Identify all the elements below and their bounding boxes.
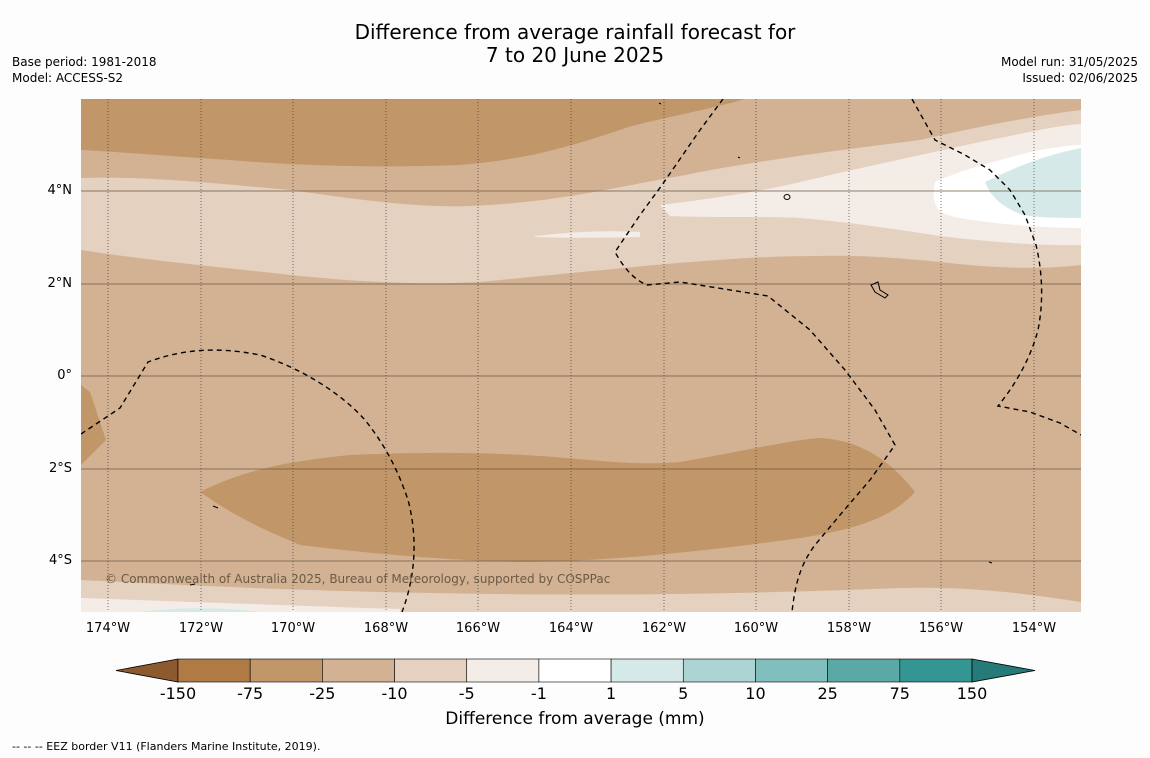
copyright-notice: © Commonwealth of Australia 2025, Bureau…: [105, 572, 611, 586]
colorbar-title: Difference from average (mm): [445, 709, 705, 729]
colorbar-tick-label: -10: [381, 684, 408, 703]
colorbar-tick-label: 5: [678, 684, 689, 703]
colorbar-tick-label: 10: [745, 684, 766, 703]
colorbar-segment: [610, 658, 684, 683]
lat-label-eq: 0°: [57, 368, 72, 383]
latitude-gridlines: [81, 190, 1081, 562]
lon-label: 158°W: [826, 621, 872, 636]
colorbar-extend-high: [971, 658, 1036, 683]
island-1: [783, 194, 791, 200]
colorbar-segment: [322, 658, 395, 683]
colorbar-segment: [466, 658, 540, 683]
rain-band-south-wet: [140, 608, 260, 612]
lon-label: 174°W: [85, 621, 131, 636]
colorbar-segment: [538, 658, 612, 683]
rain-band-west: [81, 385, 106, 465]
rain-band-south-light: [81, 580, 1081, 612]
island-4: [189, 583, 196, 586]
lon-label: 170°W: [270, 621, 316, 636]
lat-label-2n: 2°N: [47, 276, 73, 291]
colorbar-tick-label: 150: [956, 684, 988, 703]
colorbar-tick-label: 1: [605, 684, 617, 703]
eez-border-central: [614, 99, 896, 612]
lon-label: 164°W: [548, 621, 594, 636]
colorbar-tick-label: -5: [458, 684, 475, 703]
lon-label: 156°W: [918, 621, 964, 636]
island-7: [658, 102, 662, 105]
island-6: [737, 156, 741, 159]
map-area: [81, 99, 1081, 612]
colorbar-extend-low: [115, 658, 179, 683]
lon-label: 172°W: [178, 621, 224, 636]
map-title-line2: 7 to 20 June 2025: [485, 43, 665, 67]
map-title-line1: Difference from average rainfall forecas…: [354, 20, 796, 44]
colorbar-segment: [827, 658, 901, 683]
island-2: [870, 281, 889, 299]
colorbar-segment: [899, 658, 973, 683]
lat-label-4s: 4°S: [48, 553, 72, 568]
colorbar-segment: [394, 658, 468, 683]
island-outlines: [189, 102, 993, 586]
colorbar-segment: [755, 658, 828, 683]
colorbar-segment: [177, 658, 251, 683]
issued-date: Issued: 02/06/2025: [1022, 71, 1138, 85]
colorbar-tick-label: -150: [159, 684, 197, 703]
colorbar-tick-label: -1: [530, 684, 547, 703]
lon-label: 166°W: [455, 621, 501, 636]
rain-band-streak: [535, 231, 640, 238]
meta-right: Model run: 31/05/2025 Issued: 02/06/2025: [1001, 54, 1138, 86]
rain-band-light-north: [81, 110, 1081, 284]
base-period: Base period: 1981-2018: [12, 55, 157, 69]
model-run: Model run: 31/05/2025: [1000, 55, 1138, 69]
meta-left: Base period: 1981-2018 Model: ACCESS-S2: [12, 54, 157, 86]
lon-label: 162°W: [641, 621, 687, 636]
rain-band-wet: [985, 148, 1081, 218]
eez-footnote: -- -- -- EEZ border V11 (Flanders Marine…: [12, 740, 321, 753]
lon-label: 160°W: [733, 621, 779, 636]
eez-borders: [81, 99, 1081, 612]
colorbar-tick-label: -25: [309, 684, 336, 703]
model-name: Model: ACCESS-S2: [12, 71, 124, 85]
colorbar: [115, 658, 1036, 683]
island-3: [212, 505, 219, 509]
colorbar-segment: [682, 658, 756, 683]
lon-label: 154°W: [1011, 621, 1057, 636]
rain-band-south-white: [81, 598, 400, 612]
lon-label: 168°W: [363, 621, 409, 636]
lat-label-2s: 2°S: [48, 461, 72, 476]
eez-border-east: [911, 99, 1081, 436]
colorbar-segment: [249, 658, 323, 683]
colorbar-tick-label: 75: [889, 684, 910, 703]
lat-label-4n: 4°N: [47, 183, 73, 198]
colorbar-tick-label: 25: [817, 684, 838, 703]
island-5: [988, 561, 993, 564]
colorbar-tick-label: -75: [237, 684, 264, 703]
rain-band-north: [81, 99, 745, 167]
